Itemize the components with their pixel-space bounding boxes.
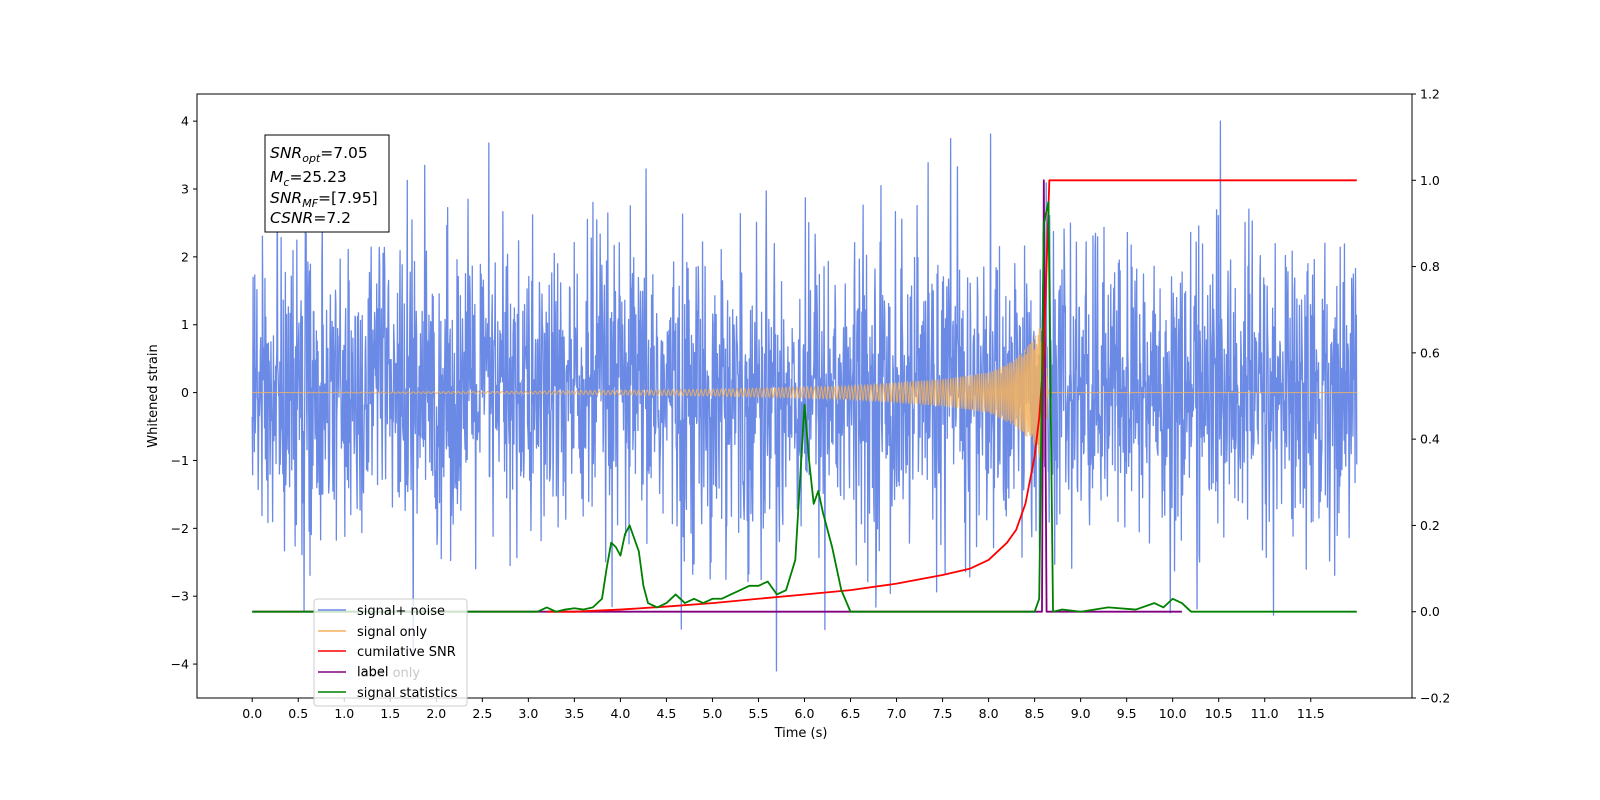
x-tick-label: 7.0 <box>887 706 907 721</box>
y2-tick-label: 0.4 <box>1420 432 1440 447</box>
y-tick-label: −2 <box>171 521 189 536</box>
x-tick-label: 6.5 <box>841 706 861 721</box>
x-tick-label: 9.0 <box>1071 706 1091 721</box>
annotation-frame <box>264 134 390 233</box>
x-axis: 0.0 0.5 1.0 1.5 2.0 2.5 3.0 3.5 4.0 4.5 5.0 5.5 6.0 6… <box>242 698 1325 721</box>
legend-frame <box>313 598 468 707</box>
x-tick-label: 5.0 <box>703 706 723 721</box>
y-axis-label: Whitened strain <box>146 344 161 447</box>
x-tick-label: 10.0 <box>1159 706 1187 721</box>
y2-tick-label: 0.8 <box>1420 259 1440 274</box>
legend: signal+ noise signal only cumilative SNR… <box>313 598 468 707</box>
annotation-snr-opt: SNRopt=7.05 <box>270 144 368 165</box>
y-tick-label: 0 <box>181 385 189 400</box>
annotation-snr-mf: SNRMF=[7.95] <box>270 189 378 210</box>
y2-tick-label: 0.2 <box>1420 518 1440 533</box>
right-axis-lines-layer <box>252 179 1357 613</box>
y2-tick-label: 0.6 <box>1420 345 1440 360</box>
x-tick-label: 8.0 <box>979 706 999 721</box>
y-tick-label: 1 <box>181 317 189 332</box>
x-tick-label: 11.5 <box>1297 706 1325 721</box>
legend-label-label-only: label only <box>357 666 420 681</box>
x-tick-label: 2.5 <box>472 706 492 721</box>
y2-tick-label: 1.0 <box>1420 173 1440 188</box>
x-tick-label: 5.5 <box>749 706 769 721</box>
legend-label-signal-only: signal only <box>357 625 427 640</box>
x-tick-label: 0.5 <box>288 706 308 721</box>
y-tick-label: −1 <box>171 453 189 468</box>
signal-noise-layer <box>251 120 1358 672</box>
x-tick-label: 3.5 <box>564 706 584 721</box>
y2-tick-label: 1.2 <box>1420 87 1440 102</box>
annotation-box: SNRopt=7.05 Mc=25.23 SNRMF=[7.95] CSNR=7… <box>264 134 390 233</box>
y-axis-right: −0.2 0.0 0.2 0.4 0.6 0.8 1.0 1.2 <box>1412 87 1450 706</box>
x-tick-label: 8.5 <box>1025 706 1045 721</box>
series-signal-only <box>252 318 1357 470</box>
signal-only-layer <box>252 318 1357 470</box>
x-tick-label: 6.0 <box>795 706 815 721</box>
x-tick-label: 4.5 <box>656 706 676 721</box>
x-tick-label: 7.5 <box>933 706 953 721</box>
x-tick-label: 4.0 <box>610 706 630 721</box>
x-tick-label: 2.0 <box>426 706 446 721</box>
annotation-csnr: CSNR=7.2 <box>270 209 351 227</box>
legend-label-signal-statistics: signal statistics <box>357 686 458 701</box>
x-tick-label: 11.0 <box>1251 706 1279 721</box>
y-axis-left: −4 −3 −2 −1 0 1 2 3 4 <box>171 114 197 672</box>
y-tick-label: 2 <box>181 249 189 264</box>
annotation-chirp-mass: Mc=25.23 <box>270 168 347 189</box>
series-signal-noise <box>251 120 1358 672</box>
y-tick-label: −4 <box>171 657 189 672</box>
x-tick-label: 10.5 <box>1205 706 1233 721</box>
y2-tick-label: −0.2 <box>1420 691 1450 706</box>
y-tick-label: −3 <box>171 589 189 604</box>
x-tick-label: 0.0 <box>242 706 262 721</box>
x-tick-label: 9.5 <box>1117 706 1137 721</box>
legend-label-signal-noise: signal+ noise <box>357 604 445 619</box>
legend-label-cumulative-snr: cumilative SNR <box>357 645 456 660</box>
legend-label-label: label <box>357 665 388 680</box>
y-tick-label: 3 <box>181 182 189 197</box>
x-axis-label: Time (s) <box>774 726 828 741</box>
series-signal-statistics <box>252 200 1357 613</box>
series-label <box>252 179 1182 613</box>
y-tick-label: 4 <box>181 114 189 129</box>
x-tick-label: 1.0 <box>334 706 354 721</box>
y2-tick-label: 0.0 <box>1420 604 1440 619</box>
x-tick-label: 1.5 <box>380 706 400 721</box>
x-tick-label: 3.0 <box>518 706 538 721</box>
